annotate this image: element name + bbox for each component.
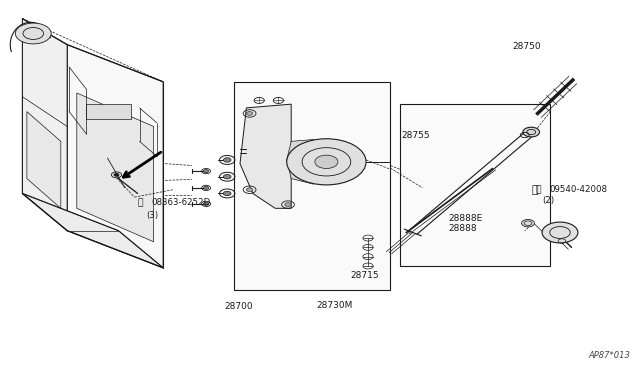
Polygon shape <box>240 104 291 208</box>
Text: 28755: 28755 <box>401 131 430 140</box>
Bar <box>400 104 550 266</box>
Circle shape <box>204 186 209 189</box>
Circle shape <box>15 23 51 44</box>
Text: Ⓢ: Ⓢ <box>535 185 541 194</box>
Text: (3): (3) <box>146 211 158 220</box>
Circle shape <box>114 173 119 176</box>
Circle shape <box>523 127 540 137</box>
Bar <box>234 82 390 290</box>
Polygon shape <box>287 140 314 184</box>
Polygon shape <box>22 19 67 231</box>
Circle shape <box>204 170 209 173</box>
Circle shape <box>223 158 231 162</box>
Text: 09540-42008: 09540-42008 <box>549 185 607 194</box>
Text: 28888: 28888 <box>448 224 477 233</box>
Circle shape <box>246 112 253 115</box>
Text: 28888E: 28888E <box>448 214 483 223</box>
Text: Ⓢ: Ⓢ <box>532 185 538 195</box>
Text: 28750: 28750 <box>512 42 541 51</box>
Polygon shape <box>27 112 61 208</box>
Circle shape <box>287 139 366 185</box>
Text: 28700: 28700 <box>224 302 253 311</box>
Polygon shape <box>22 193 163 268</box>
Circle shape <box>285 203 291 206</box>
Circle shape <box>223 191 231 196</box>
Text: (2): (2) <box>543 196 555 205</box>
Circle shape <box>315 155 338 169</box>
Bar <box>86 104 131 119</box>
Circle shape <box>204 202 209 205</box>
Polygon shape <box>77 93 154 242</box>
Circle shape <box>246 188 253 192</box>
Text: Ⓢ: Ⓢ <box>138 198 143 207</box>
Circle shape <box>522 219 534 227</box>
Text: 28730M: 28730M <box>317 301 353 310</box>
Polygon shape <box>67 45 163 268</box>
Circle shape <box>542 222 578 243</box>
Text: 28715: 28715 <box>351 271 380 280</box>
Text: AP87*013: AP87*013 <box>589 351 630 360</box>
Circle shape <box>223 174 231 179</box>
Text: 08363-6252D: 08363-6252D <box>152 198 211 207</box>
